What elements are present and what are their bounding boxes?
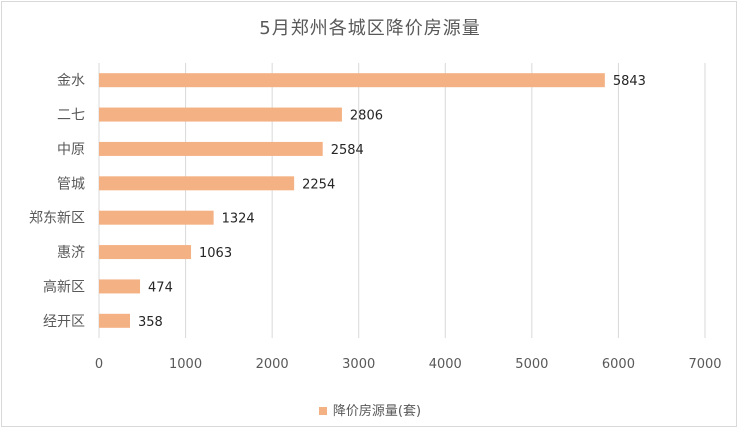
bar bbox=[99, 245, 192, 260]
bar bbox=[99, 73, 605, 88]
bar bbox=[99, 279, 141, 294]
x-tick-label: 2000 bbox=[256, 357, 289, 372]
bar bbox=[99, 313, 130, 328]
data-label: 2584 bbox=[331, 143, 364, 158]
y-tick-label: 郑东新区 bbox=[29, 211, 85, 227]
x-tick-label: 0 bbox=[95, 357, 103, 372]
bar bbox=[99, 176, 295, 191]
x-tick-label: 7000 bbox=[688, 357, 721, 372]
legend-label: 降价房源量(套) bbox=[332, 404, 422, 419]
data-label: 2254 bbox=[302, 177, 335, 192]
y-tick-label: 中原 bbox=[57, 142, 85, 158]
x-tick-label: 4000 bbox=[429, 357, 462, 372]
data-label: 358 bbox=[138, 315, 163, 330]
data-label: 1063 bbox=[199, 246, 232, 261]
data-label: 5843 bbox=[613, 74, 646, 89]
data-label: 2806 bbox=[350, 109, 383, 124]
bar bbox=[99, 141, 323, 156]
bar bbox=[99, 107, 342, 122]
legend-swatch bbox=[318, 406, 327, 415]
y-tick-label: 二七 bbox=[57, 108, 85, 124]
y-tick-label: 金水 bbox=[57, 73, 85, 89]
bar bbox=[99, 210, 214, 225]
y-tick-label: 高新区 bbox=[43, 278, 85, 295]
chart-title: 5月郑州各城区降价房源量 bbox=[259, 18, 481, 39]
x-tick-label: 3000 bbox=[342, 357, 375, 372]
y-tick-label: 经开区 bbox=[43, 314, 85, 330]
x-tick-label: 1000 bbox=[169, 357, 202, 372]
y-tick-label: 管城 bbox=[57, 176, 85, 192]
data-label: 1324 bbox=[222, 212, 255, 227]
legend: 降价房源量(套) bbox=[0, 400, 740, 419]
data-label: 474 bbox=[148, 280, 173, 295]
x-tick-label: 5000 bbox=[515, 357, 548, 372]
y-tick-label: 惠济 bbox=[57, 245, 85, 261]
x-tick-label: 6000 bbox=[602, 357, 635, 372]
